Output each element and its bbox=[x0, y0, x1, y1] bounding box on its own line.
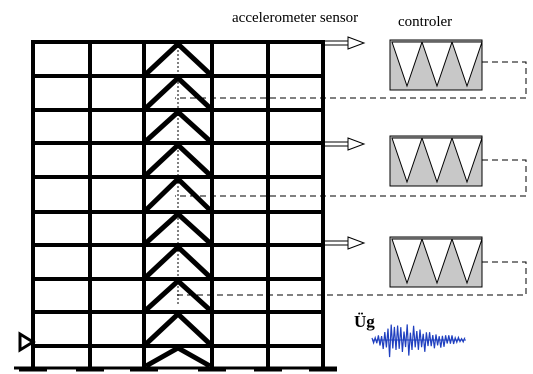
ground-motion-signal bbox=[371, 324, 466, 358]
controller-element bbox=[451, 137, 483, 184]
chevron-brace bbox=[144, 345, 212, 369]
feedback-line bbox=[175, 261, 527, 296]
arrow-head bbox=[347, 236, 366, 250]
controller-element bbox=[421, 41, 453, 88]
chevron-brace bbox=[144, 277, 212, 312]
controllers bbox=[389, 39, 483, 288]
ground-acceleration-label: Üg bbox=[354, 312, 375, 331]
controller-element bbox=[391, 137, 423, 184]
controller-element bbox=[451, 238, 483, 285]
arrow-head bbox=[347, 137, 366, 151]
controller-element bbox=[391, 238, 423, 285]
controller-label: controler bbox=[398, 14, 453, 30]
chevron-brace bbox=[144, 310, 212, 346]
controller-box bbox=[389, 236, 483, 288]
controller-element bbox=[421, 137, 453, 184]
foundation bbox=[14, 331, 337, 372]
sensor-arrows bbox=[323, 36, 366, 250]
signal-lines bbox=[175, 61, 527, 296]
chevron-brace bbox=[144, 141, 212, 177]
controller-element bbox=[451, 41, 483, 88]
feedback-line bbox=[175, 61, 527, 99]
pin-support bbox=[18, 331, 36, 353]
controller-element bbox=[421, 238, 453, 285]
controller-element bbox=[391, 41, 423, 88]
arrow-head bbox=[347, 36, 366, 50]
controller-box bbox=[389, 39, 483, 91]
chevron-bracing bbox=[144, 40, 212, 369]
feedback-line bbox=[175, 159, 527, 197]
seismic-trace bbox=[371, 324, 466, 358]
accelerometer-sensor-label: accelerometer sensor bbox=[232, 10, 359, 26]
controller-box bbox=[389, 135, 483, 187]
